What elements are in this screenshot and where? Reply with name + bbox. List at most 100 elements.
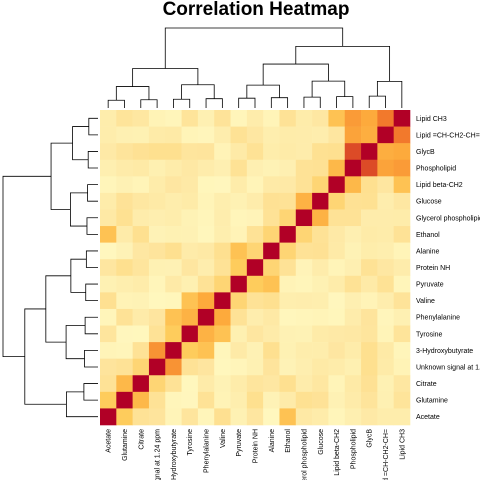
row-label: Unknown signal at 1.24 ppm [416,364,480,371]
heatmap-cell [149,292,166,309]
heatmap-cell [100,160,117,177]
heatmap-cell [182,359,199,376]
column-label: Ethanol [285,429,292,453]
heatmap-cell [149,309,166,326]
heatmap-cell [231,359,248,376]
heatmap-cell [133,209,150,226]
heatmap-cell [296,226,313,243]
heatmap-cell [133,408,150,425]
heatmap-cell [182,276,199,293]
heatmap-cell [312,160,329,177]
heatmap-cell [345,193,362,210]
heatmap-cell [149,359,166,376]
heatmap-cell [165,243,182,260]
heatmap-cell [165,375,182,392]
heatmap-cell [296,326,313,343]
column-label: Glucose [318,429,325,455]
column-dendrogram-link [369,96,385,108]
heatmap-cell [361,392,378,409]
heatmap-cell [149,392,166,409]
heatmap-cell [361,160,378,177]
heatmap-cell [247,193,264,210]
heatmap-cell [377,276,394,293]
heatmap-cell [182,127,199,144]
row-label: Citrate [416,381,437,388]
heatmap-cell [182,226,199,243]
heatmap-cell [345,392,362,409]
heatmap-cell [312,326,329,343]
heatmap-cell [182,259,199,276]
heatmap-cell [214,408,231,425]
heatmap-cell [296,392,313,409]
heatmap-cell [394,160,411,177]
column-dendrogram-link [304,97,320,108]
heatmap-cell [247,127,264,144]
heatmap-cell [198,110,215,127]
column-label: GlycB [367,429,374,448]
heatmap-cell [133,127,150,144]
row-dendrogram-link [51,143,72,209]
heatmap-cell [231,309,248,326]
heatmap-cell [296,209,313,226]
heatmap-cell [328,110,345,127]
heatmap-cell [328,143,345,160]
heatmap-cell [312,359,329,376]
column-label: Alanine [269,429,276,452]
heatmap-cell [312,176,329,193]
heatmap-cell [214,392,231,409]
heatmap-cell [377,143,394,160]
heatmap-cell [377,110,394,127]
column-dendrogram-link [165,28,342,68]
heatmap-cell [149,326,166,343]
heatmap-cell [345,127,362,144]
heatmap-cell [247,392,264,409]
heatmap-cell [149,209,166,226]
row-label: Valine [416,298,435,305]
row-dendrogram-link [86,251,98,268]
heatmap-cell [345,342,362,359]
heatmap-cell [247,226,264,243]
heatmap-cell [100,243,117,260]
heatmap-cell [296,243,313,260]
heatmap-cell [312,408,329,425]
heatmap-cell [231,143,248,160]
heatmap-cell [198,408,215,425]
heatmap-cell [149,143,166,160]
heatmap-cell [279,226,296,243]
row-label: 3-Hydroxybutyrate [416,348,473,355]
heatmap-cell [263,342,280,359]
heatmap-cell [165,309,182,326]
heatmap-cell [100,342,117,359]
column-label: Lipid =CH-CH2-CH= [383,429,390,480]
heatmap-cell [149,127,166,144]
heatmap-cell [361,176,378,193]
heatmap-cell [361,276,378,293]
heatmap-cell [279,342,296,359]
heatmap-cell [116,309,133,326]
column-dendrogram-link [133,68,198,86]
heatmap-cell [149,342,166,359]
column-label: 3-Hydroxybutyrate [171,429,178,480]
heatmap-cell [182,160,199,177]
heatmap-cell [165,326,182,343]
heatmap-cell [377,309,394,326]
heatmap-cell [116,160,133,177]
heatmap-cell [328,193,345,210]
heatmap-cell [247,143,264,160]
heatmap-cell [263,259,280,276]
heatmap-cell [328,243,345,260]
heatmap-cell [182,375,199,392]
heatmap-cell [312,243,329,260]
heatmap-cell [100,259,117,276]
heatmap-cell [377,160,394,177]
heatmap-cell [345,408,362,425]
heatmap-cell [279,193,296,210]
heatmap-cell [279,309,296,326]
heatmap-cell [328,259,345,276]
row-dendrogram-link [85,350,98,367]
heatmap-cell [116,408,133,425]
row-label: Glycerol phospholipid [416,215,480,222]
heatmap-cell [149,276,166,293]
heatmap-cell [100,359,117,376]
heatmap-cell [198,309,215,326]
